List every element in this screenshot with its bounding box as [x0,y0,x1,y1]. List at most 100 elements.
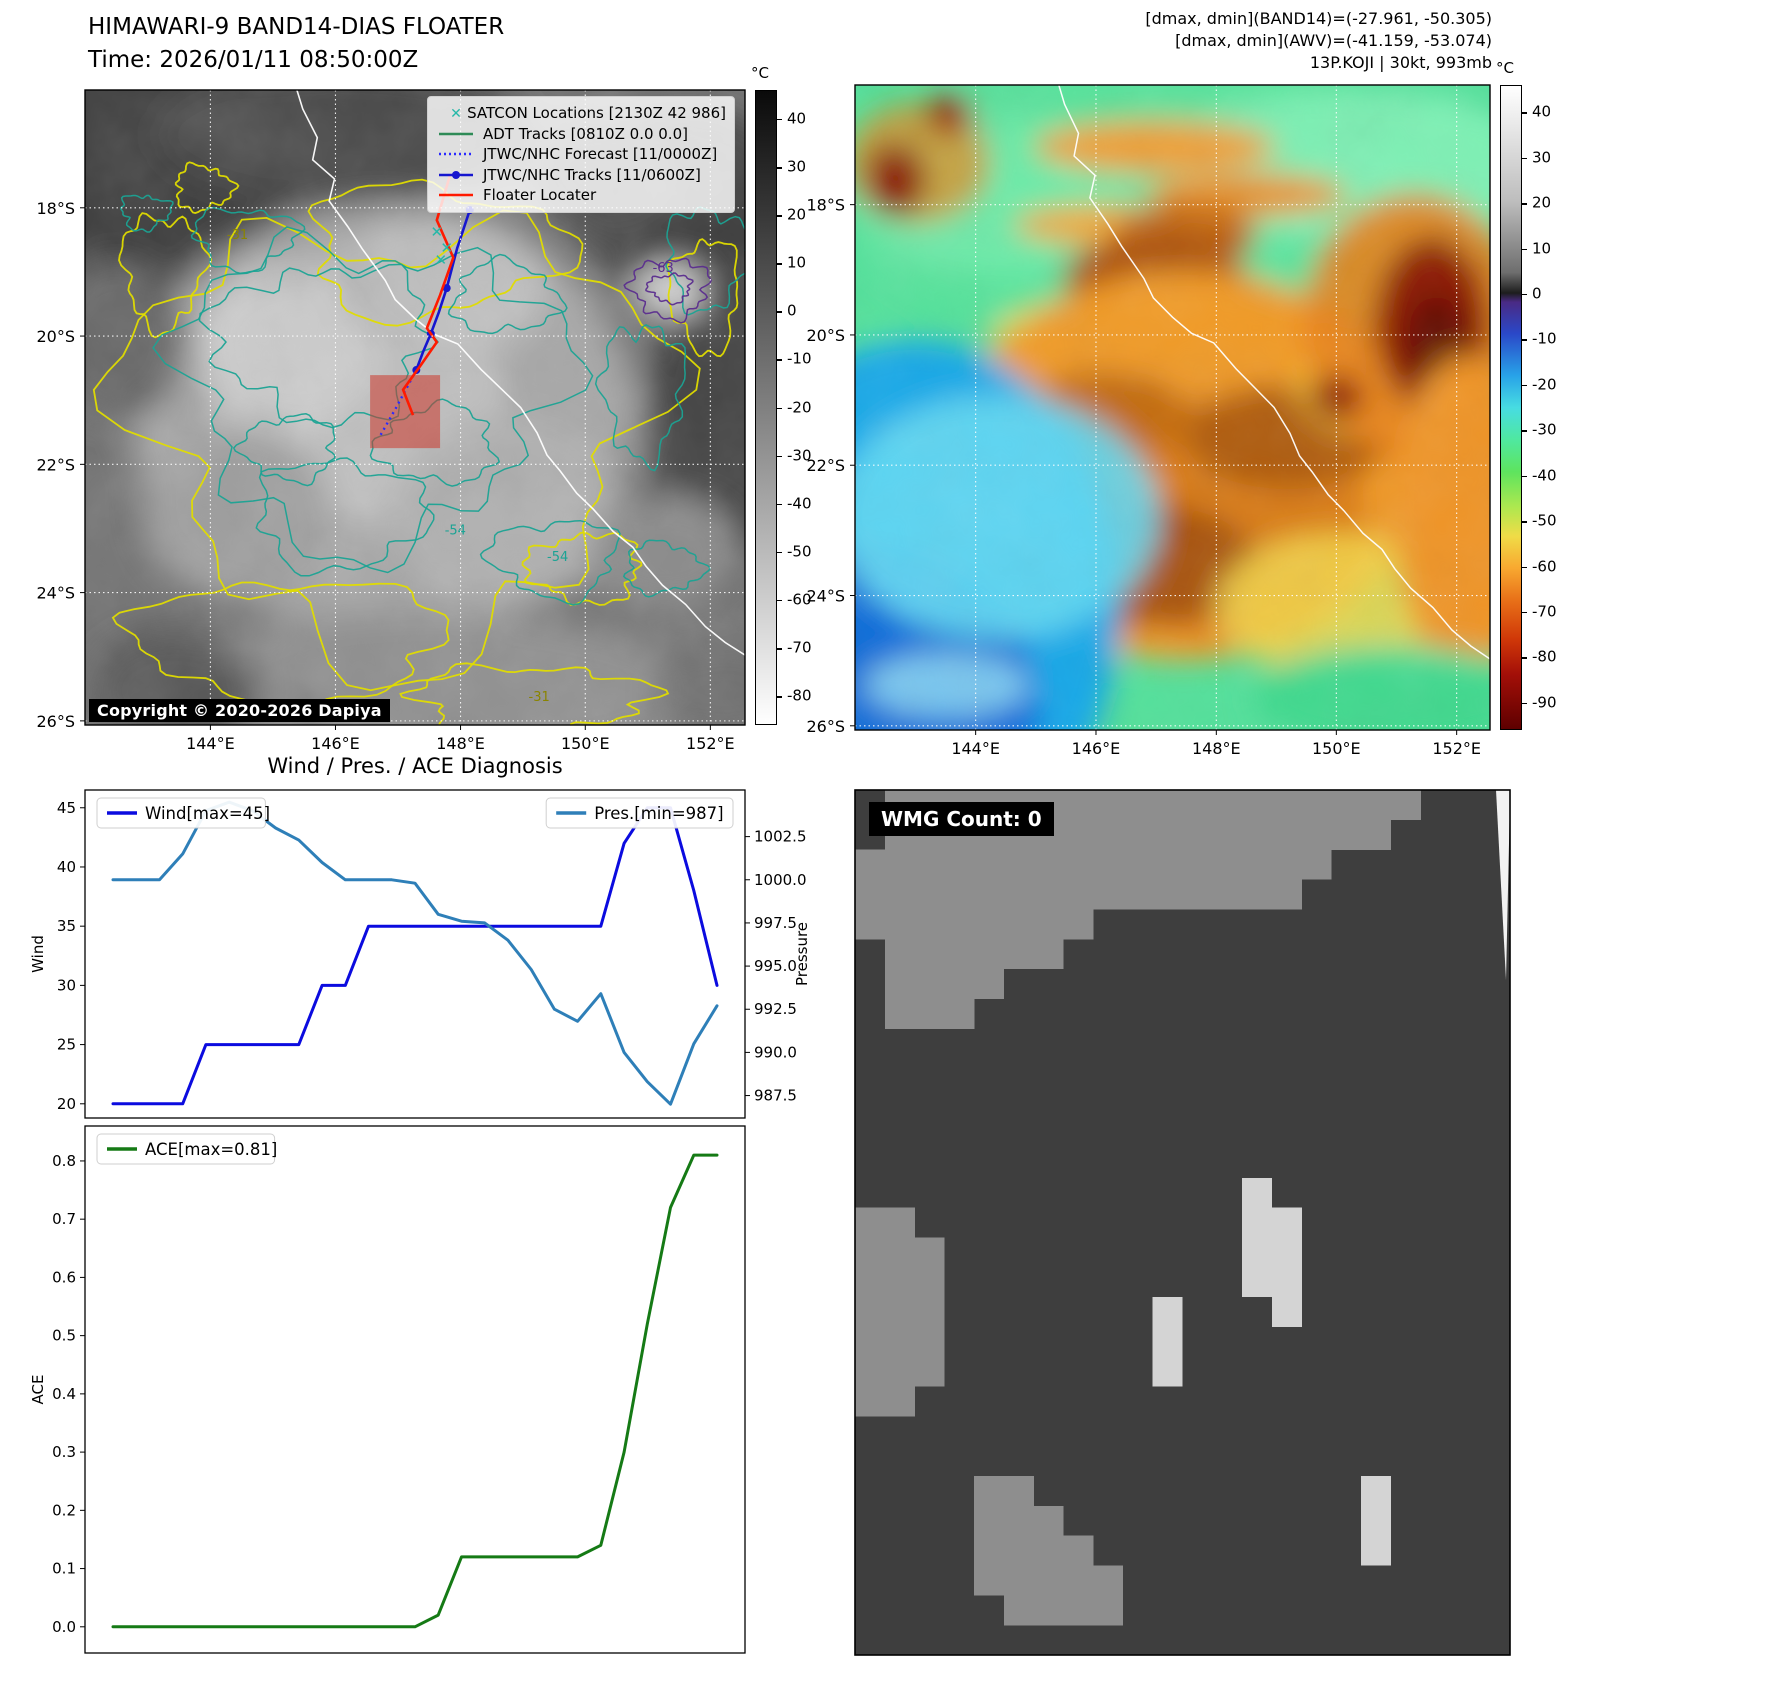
awv-colorbar: °C 40 30 20 10 0 -10 -20 -30 -40 -50 -60 -70 -80 -90 [1496,59,1557,730]
lon-tick-label: 150°E [561,734,610,753]
temperature-contour [232,413,336,487]
wmg-cell [1182,790,1213,820]
legend-label: ADT Tracks [0810Z 0.0 0.0] [483,124,688,143]
wmg-cell [884,969,915,999]
temperature-contour [622,539,711,598]
wmg-cell [855,1356,885,1387]
wmg-cell [855,1237,885,1268]
wmg-cell [1063,1595,1094,1626]
wmg-cell [1152,879,1183,910]
colorbar-tick-mark [777,118,782,121]
y-tick-label: 0.3 [52,1443,76,1461]
colorbar-tick: 0 [787,301,797,320]
chart-frame [84,789,746,1119]
legend-item-floater: Floater Locater [436,185,726,206]
wmg-cell [914,1297,945,1328]
colorbar-tick: 40 [1532,102,1552,121]
colorbar-tick-mark [1522,248,1527,250]
y-tick-label: 0.7 [52,1210,76,1228]
diagnosis-title: Wind / Pres. / ACE Diagnosis [267,754,563,778]
wmg-cell [1033,1505,1064,1536]
colorbar-tick: 20 [1532,193,1552,212]
wmg-cell [1361,1505,1392,1536]
colorbar-tick: 10 [787,253,807,272]
wmg-cell [1063,1535,1094,1566]
floater-marker-icon [439,194,473,197]
colorbar-tick: 30 [787,157,807,176]
wmg-cell [944,879,975,910]
wmg-cell [1271,819,1302,850]
lat-tick-label: 18°S [36,199,75,218]
wmg-cell [1152,1356,1183,1387]
legend-label: JTWC/NHC Tracks [11/0600Z] [483,165,701,184]
colorbar-tick: 40 [787,109,807,128]
temperature-contour [111,581,450,712]
chart-frame [84,1125,746,1654]
map-frame [854,84,1491,731]
wmg-cell [1033,939,1064,970]
wmg-cell [1271,1237,1302,1268]
colorbar-tick-mark [777,648,782,650]
colorbar-tick: 20 [787,205,807,224]
y-tick-label: 0.2 [52,1501,76,1519]
lon-tick-label: 144°E [186,734,235,753]
wmg-cell [1271,849,1302,880]
lat-tick-label: 24°S [806,587,845,606]
colorbar-tick-mark [777,455,782,458]
y-tick-label: 1002.5 [754,828,807,846]
wmg-cell [1093,819,1124,850]
wmg-cell [1123,819,1153,850]
wmg-cell [1123,790,1153,820]
lon-tick-label: 152°E [1432,739,1481,758]
colorbar-tick: -70 [1532,602,1557,621]
colorbar-tick-mark [1522,293,1527,296]
colorbar-tick: 30 [1532,148,1552,167]
lon-tick-label: 150°E [1312,739,1361,758]
wmg-cell [1182,819,1213,850]
wmg-cell [1003,939,1034,970]
jtwc-track [415,209,472,371]
colorbar-tick: -10 [1532,330,1557,349]
wmg-cell [1242,1207,1272,1238]
wmg-cell [1003,909,1034,940]
y-tick-label: 30 [57,976,76,994]
colorbar-tick-mark [1522,611,1527,614]
chart-legend-box [96,797,266,829]
wmg-cell [1033,849,1064,880]
chart-legend-label: Pres.[min=987] [594,804,723,823]
dmax-dmin-band14-text: [dmax, dmin](BAND14)=(-27.961, -50.305) [1145,9,1492,28]
colorbar-tick: -40 [787,494,812,513]
temperature-contour [120,194,174,233]
wmg-cell [914,849,945,880]
legend-item-jtwc: JTWC/NHC Tracks [11/0600Z] [436,165,726,186]
colorbar-tick: -90 [1532,693,1557,712]
colorbar-tick-mark [777,599,782,602]
temperature-contour [447,253,568,335]
lon-tick-label: 146°E [1072,739,1121,758]
y-tick-label: 0.6 [52,1268,76,1286]
awv-header: [dmax, dmin](BAND14)=(-27.961, -50.305) … [980,8,1492,74]
wmg-cell [1093,849,1124,880]
y-tick-label: 997.5 [754,914,797,932]
wmg-cell [944,939,975,970]
lat-tick-label: 24°S [36,584,75,603]
wmg-cell [1123,849,1153,880]
wmg-frame [854,789,1511,1656]
colorbar-tick-mark [1522,112,1527,114]
colorbar-tick: -30 [787,446,812,465]
wmg-cell [1242,879,1272,910]
wmg-cell [974,1476,1005,1506]
colorbar-tick-mark [1522,157,1527,160]
wmg-cell [944,998,975,1029]
wmg-cell [884,1267,915,1298]
wmg-cell [944,909,975,940]
colorbar-tick-mark [1522,521,1527,523]
wmg-cell [1033,909,1064,940]
temperature-contour [190,206,306,275]
colorbar-tick-mark [777,359,782,361]
y-tick-label: 0.8 [52,1152,76,1170]
band14-colorbar: °C 40 30 20 10 0 -10 -20 -30 -40 -50 -60 -70 -80 [751,64,812,725]
wmg-cell [1152,819,1183,850]
chart-legend-box [545,797,734,829]
wmg-cell [1033,1535,1064,1566]
